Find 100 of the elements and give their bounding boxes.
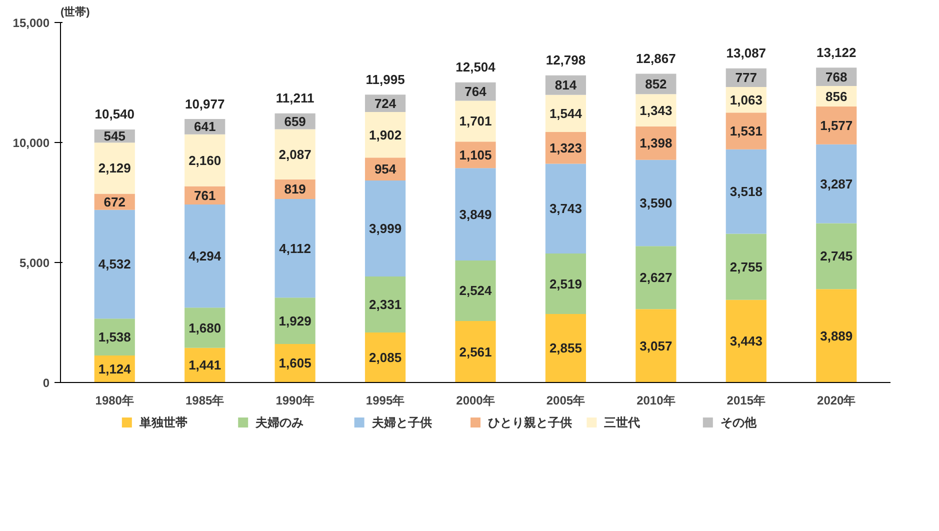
data-label: 777 — [735, 70, 758, 86]
x-tick-label: 1980年 — [95, 394, 134, 408]
legend-label: 三世代 — [604, 416, 640, 430]
bar — [545, 254, 586, 314]
bar — [184, 204, 226, 308]
data-label: 1,544 — [549, 106, 583, 121]
data-label: 1,577 — [820, 118, 853, 133]
legend-label: ひとり親と子供 — [488, 416, 572, 430]
data-label: 3,999 — [369, 221, 402, 236]
data-label: 856 — [826, 88, 848, 104]
data-label: 2,087 — [278, 146, 312, 162]
y-axis-title: (世帯) — [60, 6, 90, 18]
data-label: 2,331 — [369, 296, 402, 312]
data-label: 2,561 — [459, 344, 492, 360]
total-label: 10,977 — [184, 96, 225, 112]
bar — [274, 129, 316, 180]
bar — [726, 234, 766, 300]
data-label: 814 — [554, 78, 578, 93]
data-label: 4,532 — [98, 256, 131, 272]
data-label: 3,518 — [730, 184, 762, 200]
bar — [364, 332, 406, 382]
bar — [184, 134, 226, 186]
legend-label: 単独世帯 — [138, 416, 188, 430]
total-label: 12,867 — [636, 50, 676, 66]
legend-label: 夫婦と子供 — [370, 416, 432, 430]
x-tick-label: 2005年 — [546, 394, 586, 408]
data-label: 3,057 — [640, 338, 672, 354]
bar — [726, 112, 766, 150]
bar — [816, 106, 857, 144]
bar — [636, 309, 676, 382]
total-label: 12,504 — [456, 60, 496, 75]
bar — [636, 246, 676, 310]
data-label: 724 — [374, 96, 397, 111]
total-label: 11,211 — [276, 90, 314, 106]
data-label: 3,590 — [640, 196, 672, 211]
total-label: 12,798 — [546, 52, 586, 68]
bar — [364, 276, 406, 332]
bar — [816, 289, 857, 382]
total-label: 13,122 — [816, 44, 856, 60]
x-tick-label: 2000年 — [456, 394, 495, 408]
bar — [726, 149, 766, 234]
bar — [455, 321, 496, 382]
legend-label: 夫婦のみ — [254, 416, 304, 430]
bar — [636, 160, 676, 246]
data-label: 2,519 — [549, 276, 582, 292]
data-label: 819 — [284, 182, 306, 197]
x-tick-label: 2010年 — [636, 394, 676, 408]
data-label: 1,538 — [98, 330, 131, 345]
data-label: 545 — [104, 128, 126, 144]
y-tick-label: 15,000 — [12, 16, 50, 30]
bar — [455, 100, 496, 142]
bar — [545, 164, 586, 254]
x-tick-label: 2015年 — [726, 394, 766, 408]
y-tick-label: 5,000 — [19, 256, 50, 270]
data-label: 3,743 — [549, 201, 582, 216]
y-tick-label: 10,000 — [12, 136, 50, 150]
data-label: 3,287 — [820, 176, 853, 192]
bar — [94, 142, 135, 194]
data-label: 2,855 — [549, 340, 582, 356]
data-label: 1,605 — [278, 356, 312, 371]
bar — [455, 260, 496, 322]
x-tick-label: 2020年 — [817, 394, 856, 408]
data-label: 2,160 — [188, 152, 222, 168]
data-label: 1,929 — [278, 313, 312, 328]
total-label: 11,995 — [366, 72, 405, 87]
x-tick-label: 1995年 — [366, 394, 405, 408]
data-label: 672 — [104, 194, 126, 210]
data-label: 4,294 — [188, 248, 222, 264]
bar — [545, 314, 586, 382]
bar — [274, 198, 316, 298]
data-label: 852 — [645, 76, 667, 92]
data-label: 2,627 — [640, 270, 672, 286]
data-label: 764 — [464, 84, 488, 100]
data-label: 1,680 — [188, 320, 222, 336]
legend-label: その他 — [720, 416, 758, 430]
bar — [455, 168, 496, 260]
data-label: 1,701 — [459, 114, 492, 129]
data-label: 1,063 — [730, 92, 762, 108]
data-label: 2,745 — [820, 248, 853, 264]
data-label: 1,441 — [188, 358, 222, 373]
bar — [364, 180, 406, 277]
data-label: 761 — [194, 188, 216, 203]
data-label: 641 — [194, 119, 216, 134]
data-label: 2,524 — [459, 283, 493, 298]
bar — [274, 298, 316, 344]
data-label: 954 — [374, 162, 397, 177]
bar — [816, 144, 857, 224]
bar — [816, 223, 857, 290]
data-label: 1,105 — [459, 147, 492, 162]
x-tick-label: 1990年 — [276, 394, 314, 408]
total-label: 13,087 — [726, 46, 766, 61]
data-label: 1,124 — [98, 362, 132, 377]
data-label: 1,323 — [549, 140, 582, 156]
data-label: 4,112 — [279, 240, 311, 256]
data-label: 659 — [284, 114, 306, 129]
data-label: 1,531 — [730, 123, 762, 138]
data-label: 2,129 — [98, 160, 131, 176]
bar — [726, 300, 766, 382]
bar — [94, 210, 135, 319]
data-label: 768 — [826, 69, 848, 84]
